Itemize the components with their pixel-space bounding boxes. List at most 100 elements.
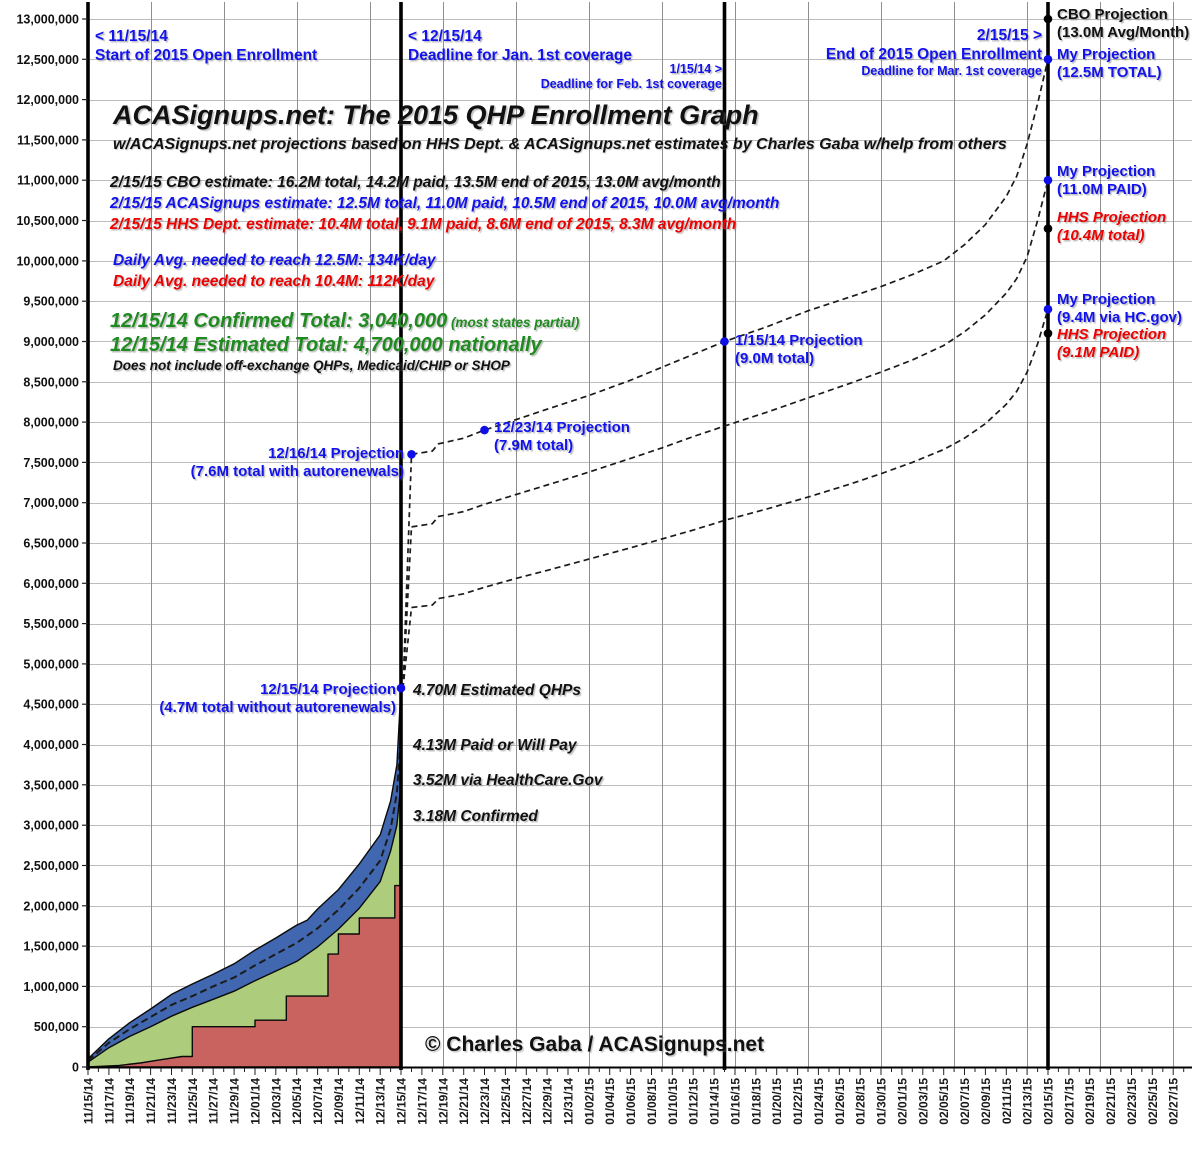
x-tick-label: 11/29/14: [228, 1078, 242, 1124]
x-tick-label: 12/03/14: [269, 1078, 283, 1125]
y-tick-label: 12,000,000: [16, 93, 79, 107]
x-tick-label: 01/14/15: [708, 1078, 722, 1125]
series-projection: [411, 179, 1049, 528]
event-lines: [86, 2, 1050, 1070]
y-tick-label: 13,000,000: [16, 13, 79, 27]
y-tick-label: 1,500,000: [23, 940, 79, 954]
series-paid-line: [87, 734, 402, 1062]
x-tick-label: 12/15/14: [395, 1078, 409, 1125]
y-tick-label: 11,000,000: [17, 174, 79, 188]
x-tick-label: 02/03/15: [916, 1078, 930, 1125]
x-tick-label: 02/07/15: [958, 1078, 972, 1125]
v-gridlines: [151, 2, 1174, 1067]
marker-blue: [1043, 55, 1053, 64]
y-tick-label: 8,000,000: [23, 416, 79, 430]
marker-black: [1043, 224, 1053, 233]
x-tick-label: 12/11/14: [353, 1078, 367, 1124]
x-tick-label: 01/22/15: [791, 1078, 805, 1125]
y-tick-label: 500,000: [34, 1020, 79, 1034]
x-tick-label: 02/05/15: [937, 1078, 951, 1125]
x-tick-label: 12/09/14: [332, 1078, 346, 1125]
y-tick-labels: 0 500,000 1,000,000 1,500,000 2,000,000 2,500…: [16, 13, 79, 1075]
x-tick-label: 02/19/15: [1083, 1078, 1097, 1125]
x-tick-label: 12/01/14: [248, 1078, 262, 1125]
x-tick-label: 12/27/14: [520, 1078, 534, 1125]
y-tick-label: 8,500,000: [23, 375, 79, 389]
marker-black: [1043, 14, 1053, 24]
y-tick-label: 4,500,000: [23, 698, 79, 712]
h-gridlines: [86, 19, 1192, 1028]
y-tick-label: 6,000,000: [23, 577, 79, 591]
y-tick-label: 1,000,000: [23, 980, 79, 994]
y-tick-label: 2,500,000: [23, 859, 79, 873]
x-tick-label: 12/29/14: [541, 1078, 555, 1125]
x-tick-label: 02/27/15: [1167, 1078, 1181, 1125]
x-tick-label: 12/17/14: [415, 1078, 429, 1125]
x-tick-label: 12/13/14: [374, 1078, 388, 1125]
copyright-notice: © Charles Gaba / ACASignups.net: [425, 1033, 765, 1056]
x-tick-label: 02/11/15: [1000, 1078, 1014, 1124]
y-tick-label: 6,500,000: [23, 537, 79, 551]
y-tick-label: 5,000,000: [23, 657, 79, 671]
x-tick-label: 11/27/14: [207, 1078, 221, 1124]
paid-line: [87, 734, 402, 1062]
x-tick-label: 01/10/15: [666, 1078, 680, 1125]
x-tick-label: 02/09/15: [979, 1078, 993, 1125]
y-tick-label: 10,000,000: [16, 254, 79, 268]
y-tick-label: 0: [72, 1061, 79, 1075]
x-tick-label: 12/23/14: [478, 1078, 492, 1125]
x-tick-label: 11/15/14: [82, 1078, 96, 1124]
x-tick-label: 01/26/15: [833, 1078, 847, 1125]
x-tick-label: 12/31/14: [562, 1078, 576, 1125]
x-tick-label: 11/19/14: [123, 1078, 137, 1124]
y-tick-label: 12,500,000: [16, 53, 79, 67]
marker-blue: [1043, 175, 1053, 185]
x-tick-label: 01/04/15: [603, 1078, 617, 1125]
x-tick-label: 01/16/15: [728, 1078, 742, 1125]
marker-blue: [407, 450, 416, 459]
series-projection: [411, 308, 1049, 609]
x-tick-label: 11/23/14: [165, 1078, 179, 1124]
x-tick-label: 02/21/15: [1104, 1078, 1118, 1125]
y-tick-label: 11,500,000: [17, 133, 79, 147]
x-tick-label: 01/20/15: [770, 1078, 784, 1125]
marker-blue: [720, 337, 729, 346]
x-tick-label: 01/08/15: [645, 1078, 659, 1125]
x-tick-label: 02/15/15: [1042, 1078, 1056, 1125]
x-tick-label: 01/02/15: [582, 1078, 596, 1125]
x-tick-label: 01/18/15: [749, 1078, 763, 1125]
y-tick-label: 3,500,000: [23, 778, 79, 792]
x-tick-label: 12/19/14: [436, 1078, 450, 1125]
x-tick-label: 02/17/15: [1062, 1078, 1076, 1125]
y-tick-label: 7,000,000: [23, 496, 79, 510]
marker-black: [1043, 329, 1053, 338]
x-tick-label: 01/12/15: [687, 1078, 701, 1125]
y-tick-label: 2,000,000: [23, 899, 79, 913]
x-tick-label: 01/28/15: [854, 1078, 868, 1125]
x-tick-label: 02/25/15: [1146, 1078, 1160, 1125]
y-tick-label: 5,500,000: [23, 617, 79, 631]
x-tick-label: 11/21/14: [144, 1078, 158, 1124]
x-tick-label: 01/24/15: [812, 1078, 826, 1125]
x-tick-label: 12/21/14: [457, 1078, 471, 1125]
marker-blue: [396, 683, 406, 693]
marker-blue: [480, 425, 489, 435]
x-tick-label: 02/23/15: [1125, 1078, 1139, 1125]
x-tick-label: 12/07/14: [311, 1078, 325, 1125]
y-tick-label: 10,500,000: [16, 214, 79, 228]
chart-title: ACASignups.net: The 2015 QHP Enrollment …: [113, 100, 759, 130]
x-tick-label: 12/25/14: [499, 1078, 513, 1125]
x-axis: [86, 1066, 1192, 1075]
y-tick-label: 7,500,000: [23, 456, 79, 470]
x-tick-label: 01/30/15: [875, 1078, 889, 1125]
x-tick-label: 02/01/15: [895, 1078, 909, 1125]
x-tick-label: 01/06/15: [624, 1078, 638, 1125]
x-tick-label: 12/05/14: [290, 1078, 304, 1125]
y-axis: [82, 18, 88, 1068]
x-tick-label: 11/17/14: [102, 1078, 116, 1124]
x-tick-label: 11/25/14: [186, 1078, 200, 1124]
projection-lines: [402, 59, 1049, 689]
x-tick-labels: 11/15/14 11/17/14 11/19/14 11/21/14 11/23/14…: [82, 1078, 1181, 1125]
